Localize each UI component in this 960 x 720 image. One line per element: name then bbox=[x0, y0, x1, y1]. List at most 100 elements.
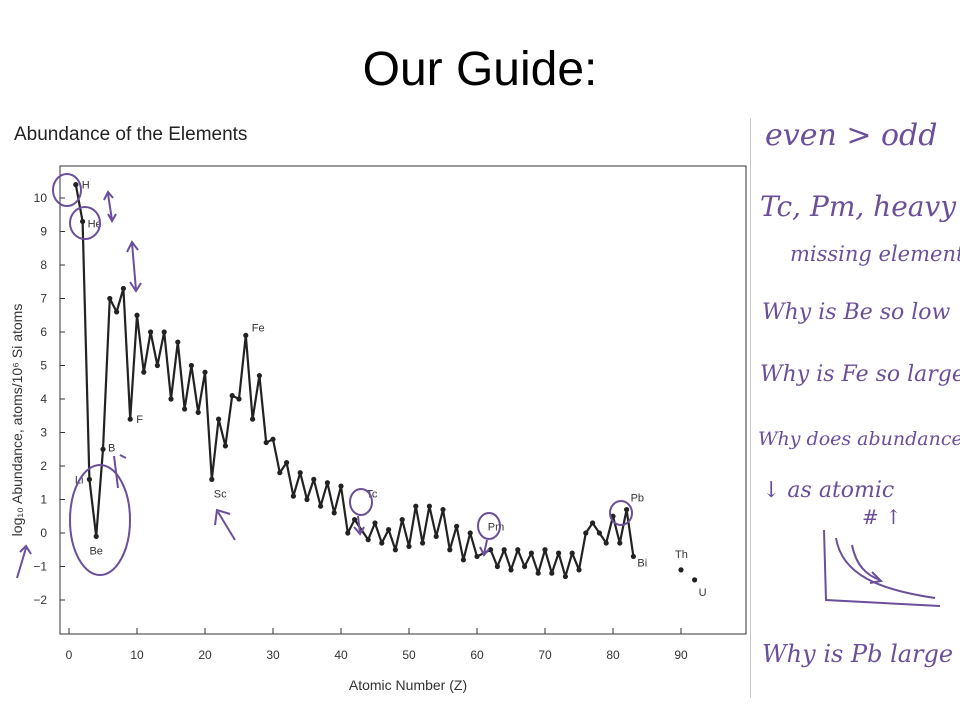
note-missing-heavy: Tc, Pm, heavy bbox=[760, 190, 957, 223]
element-label: He bbox=[88, 218, 102, 230]
y-tick-label: 6 bbox=[40, 325, 47, 339]
data-point bbox=[542, 547, 548, 553]
data-point bbox=[73, 182, 79, 188]
circle-he-mark bbox=[69, 206, 101, 240]
data-point bbox=[195, 409, 201, 415]
y-tick-label: 1 bbox=[40, 493, 47, 507]
data-point bbox=[127, 416, 133, 422]
x-tick-label: 70 bbox=[538, 648, 552, 662]
y-tick-label: 2 bbox=[40, 459, 47, 473]
data-point bbox=[250, 416, 256, 422]
y-tick-label: 7 bbox=[40, 292, 47, 306]
data-point bbox=[229, 393, 235, 399]
data-point bbox=[474, 553, 480, 560]
data-point bbox=[454, 523, 460, 529]
data-point bbox=[93, 533, 99, 539]
data-point bbox=[236, 396, 242, 402]
element-label: Be bbox=[89, 545, 102, 557]
data-point bbox=[345, 530, 351, 536]
circle-pb-mark bbox=[609, 500, 633, 526]
arrow-tc-mark bbox=[353, 515, 365, 536]
y-tick-label: −1 bbox=[33, 560, 47, 574]
data-point bbox=[148, 329, 154, 335]
data-point bbox=[596, 530, 603, 536]
data-point bbox=[270, 436, 276, 442]
data-point bbox=[188, 362, 194, 369]
data-point bbox=[134, 312, 140, 318]
y-tick-label: 0 bbox=[40, 526, 47, 540]
data-point bbox=[175, 339, 181, 345]
data-point bbox=[420, 540, 426, 546]
data-point bbox=[515, 547, 521, 553]
curve-sketch-arrow bbox=[851, 544, 884, 584]
element-label: Pm bbox=[488, 521, 505, 533]
x-tick-label: 90 bbox=[674, 648, 688, 662]
data-point bbox=[576, 567, 582, 573]
arrow-be-mark bbox=[113, 454, 127, 489]
data-point bbox=[399, 517, 405, 523]
data-point bbox=[406, 543, 412, 550]
data-point bbox=[535, 570, 541, 576]
data-point bbox=[494, 563, 500, 570]
data-point bbox=[120, 285, 126, 292]
data-point bbox=[569, 550, 575, 556]
arrow-h-he-mark bbox=[103, 190, 117, 224]
x-tick-label: 20 bbox=[198, 648, 212, 662]
element-label: B bbox=[108, 442, 115, 454]
data-point bbox=[243, 332, 249, 338]
x-tick-label: 40 bbox=[334, 648, 348, 662]
data-point bbox=[678, 567, 684, 573]
y-tick-label: 8 bbox=[40, 258, 47, 272]
note-abundance-question: Why does abundance bbox=[758, 428, 960, 450]
data-point bbox=[447, 547, 453, 553]
data-point bbox=[528, 550, 535, 556]
y-tick-label: 10 bbox=[34, 191, 48, 205]
data-point bbox=[508, 567, 514, 573]
data-point bbox=[311, 476, 317, 482]
data-point bbox=[630, 553, 637, 560]
data-point bbox=[141, 369, 147, 375]
data-point bbox=[209, 476, 215, 482]
data-point bbox=[297, 470, 303, 476]
circle-li-be-b-mark bbox=[69, 464, 131, 576]
data-point bbox=[549, 570, 555, 576]
data-point bbox=[290, 493, 296, 499]
element-label: U bbox=[699, 587, 707, 599]
note-missing-elements: missing elements bbox=[790, 242, 960, 266]
element-label: Fe bbox=[252, 322, 265, 334]
circle-tc-mark bbox=[349, 488, 373, 516]
data-point bbox=[556, 550, 562, 556]
data-point bbox=[256, 372, 262, 379]
slide-divider bbox=[750, 118, 751, 698]
data-point bbox=[365, 537, 371, 543]
note-even-odd: even > odd bbox=[765, 118, 938, 153]
x-tick-label: 10 bbox=[130, 648, 144, 662]
data-point bbox=[168, 396, 174, 402]
data-point bbox=[318, 503, 324, 509]
data-point bbox=[114, 309, 120, 315]
data-point bbox=[433, 533, 439, 539]
plot-frame bbox=[59, 165, 747, 635]
note-number-up: # ↑ bbox=[862, 505, 902, 529]
data-point bbox=[352, 517, 358, 523]
data-point bbox=[107, 295, 113, 302]
element-label: Pb bbox=[631, 493, 644, 505]
data-point bbox=[467, 530, 473, 536]
data-point bbox=[692, 577, 698, 583]
ink-marks bbox=[16, 173, 941, 607]
data-point bbox=[522, 563, 528, 570]
y-tick-label: 4 bbox=[40, 392, 47, 406]
data-point bbox=[222, 443, 228, 449]
x-axis-label: Atomic Number (Z) bbox=[349, 677, 467, 693]
data-point bbox=[617, 540, 623, 546]
data-point bbox=[603, 540, 609, 546]
circle-pm-mark bbox=[477, 512, 501, 540]
data-point bbox=[284, 460, 290, 466]
element-label: Th bbox=[675, 549, 688, 561]
data-point bbox=[202, 369, 208, 375]
data-point bbox=[413, 503, 419, 509]
data-point bbox=[263, 439, 269, 446]
data-point bbox=[182, 406, 188, 412]
